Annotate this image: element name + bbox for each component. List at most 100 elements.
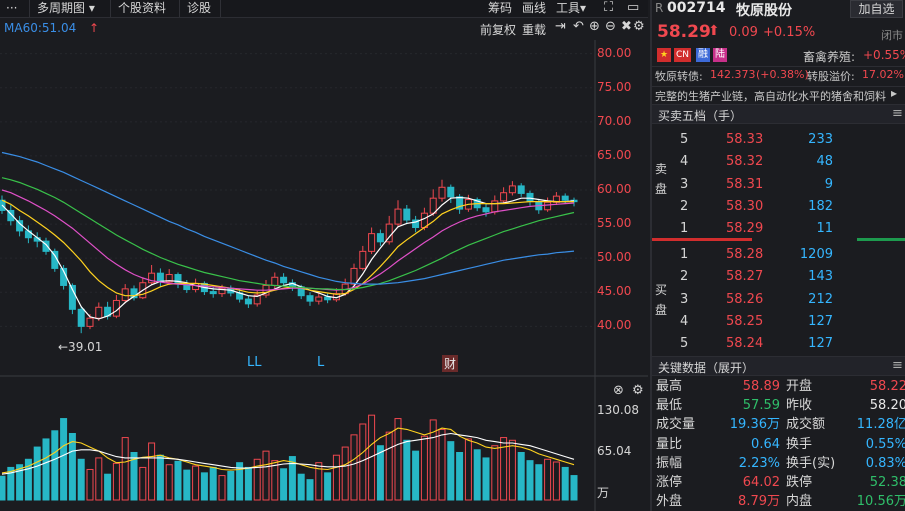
candle-body (544, 201, 552, 211)
price-tick-label: 45.00 (597, 284, 632, 299)
vol-axis-mid: 65.04 (597, 444, 632, 458)
undo-icon[interactable]: ↶ (573, 19, 584, 34)
overlay-button[interactable]: 重载 (522, 23, 547, 37)
volume-bar (464, 438, 472, 501)
orderbook-row[interactable]: 2 58.27 143 (652, 265, 905, 288)
orderbook-price: 58.30 (726, 198, 764, 214)
convertible-pct: (+0.38%) (756, 68, 809, 81)
keydata-label: 量比 (656, 436, 683, 452)
menu-icon[interactable]: ≡ (892, 106, 903, 121)
candle-body (359, 250, 367, 269)
zoom-out-icon[interactable]: ⊖ (605, 19, 616, 34)
volume-bar (552, 461, 560, 501)
orderbook-level: 4 (680, 154, 689, 170)
candle-body (350, 267, 358, 285)
orderbook-volume: 212 (808, 291, 833, 307)
candle-body (42, 240, 50, 252)
tools-button[interactable]: 工具▾ (556, 0, 586, 17)
candle-body (148, 272, 156, 284)
convertible-label[interactable]: 牧原转债: (655, 70, 703, 83)
period-button[interactable]: 多周期图 ▾ (31, 0, 111, 17)
candle-body (552, 195, 560, 203)
keydata-header[interactable]: 关键数据（展开） ≡ (652, 356, 905, 376)
candle-body (68, 284, 76, 310)
sector-label[interactable]: 畜禽养殖: (803, 50, 856, 64)
arrow-up-icon: ⬆ (708, 23, 720, 39)
keydata-label: 成交额 (786, 417, 826, 433)
price-axis: 80.00 75.00 70.00 65.00 60.00 55.00 50.00 45.00… (597, 40, 649, 340)
close-icon[interactable]: ⊗ (613, 383, 624, 398)
volume-bar (473, 449, 481, 501)
orderbook-price: 58.31 (726, 176, 764, 192)
candle-body (315, 296, 323, 302)
keydata-value: 0.83% (865, 455, 905, 471)
bid-bar (857, 238, 905, 241)
draw-button[interactable]: 画线 (522, 1, 547, 15)
orderbook-row[interactable]: 3 58.26 212 (652, 288, 905, 311)
connect-tag: 陆 (713, 48, 727, 62)
orderbook-volume: 1209 (799, 247, 833, 262)
keydata-label: 成交量 (656, 417, 696, 433)
orderbook-row[interactable]: 1 58.29 11 (652, 217, 905, 240)
volume-bar (121, 437, 129, 501)
settings-icon[interactable]: ⇥ (555, 19, 566, 34)
candle-body (7, 209, 15, 222)
orderbook-volume: 143 (808, 269, 833, 285)
keydata-row: 涨停 64.02 跌停 52.38 (652, 473, 905, 492)
diagnose-button[interactable]: 诊股 (181, 0, 221, 17)
ma-line (1, 196, 575, 320)
marker-l[interactable]: L (317, 355, 325, 370)
volume-bar (24, 458, 32, 501)
keydata-value: 64.02 (742, 475, 780, 490)
vol-axis-max: 130.08 (597, 403, 639, 417)
volume-bar (491, 445, 499, 501)
keydata-label: 昨收 (786, 398, 813, 414)
add-watchlist-button[interactable]: 加自选 (850, 0, 903, 18)
keydata-label: 跌停 (786, 475, 813, 490)
candle-body (183, 283, 191, 291)
orderbook-row[interactable]: 5 58.33 233 (652, 128, 905, 151)
orderbook-row[interactable]: 4 58.25 127 (652, 310, 905, 333)
candle-body (271, 276, 279, 286)
bid-side-label: 买盘 (655, 283, 668, 317)
keydata-row: 最低 57.59 昨收 58.20 (652, 396, 905, 415)
candle-body (280, 276, 288, 284)
volume-bar (42, 438, 50, 501)
marker-ll[interactable]: LL (247, 355, 262, 370)
orderbook-row[interactable]: 4 58.32 48 (652, 150, 905, 173)
window-icon[interactable]: ▭ (627, 0, 640, 15)
company-intro[interactable]: 完整的生猪产业链，高自动化水平的猪舍和饲料 (655, 90, 886, 103)
gear-icon[interactable]: ⚙ (632, 383, 644, 398)
marker-finance[interactable]: 财 (442, 355, 459, 372)
candle-body (438, 186, 446, 199)
price-tick-label: 60.00 (597, 182, 632, 196)
stock-info-button[interactable]: 个股资料 (112, 0, 180, 17)
restore-button[interactable]: 前复权 (480, 23, 517, 37)
zoom-in-icon[interactable]: ⊕ (589, 19, 600, 34)
orderbook-row[interactable]: 3 58.31 9 (652, 173, 905, 196)
volume-bar (385, 431, 393, 501)
menu-icon[interactable]: ≡ (892, 358, 903, 373)
keydata-label: 外盘 (656, 494, 683, 510)
volume-bar (156, 454, 164, 501)
volume-bar (403, 439, 411, 501)
volume-bar (341, 446, 349, 501)
orderbook-row[interactable]: 1 58.28 1209 (652, 243, 905, 266)
volume-bar (209, 466, 217, 501)
keydata-row: 外盘 8.79万 内盘 10.56万 (652, 492, 905, 511)
close-icon[interactable]: ✖ (621, 19, 632, 34)
fullscreen-icon[interactable]: ⛶ (604, 0, 614, 15)
kline-chart[interactable] (0, 40, 648, 511)
chart-toolbar: ··· 多周期图 ▾ 个股资料 诊股 筹码 画线 工具▾ ⛶ ▭ (0, 0, 648, 18)
gear-icon[interactable]: ⚙ (633, 19, 645, 34)
menu-icon[interactable]: ··· (0, 0, 30, 17)
volume-bar (148, 442, 156, 501)
candle-body (482, 207, 490, 213)
orderbook-row[interactable]: 5 58.24 127 (652, 332, 905, 355)
expand-icon[interactable]: ▸ (891, 86, 898, 100)
orderbook-price: 58.32 (726, 154, 764, 170)
volume-bar (7, 466, 15, 501)
keydata-value: 58.22 (869, 379, 905, 394)
chip-button[interactable]: 筹码 (488, 1, 513, 15)
orderbook-row[interactable]: 2 58.30 182 (652, 195, 905, 218)
